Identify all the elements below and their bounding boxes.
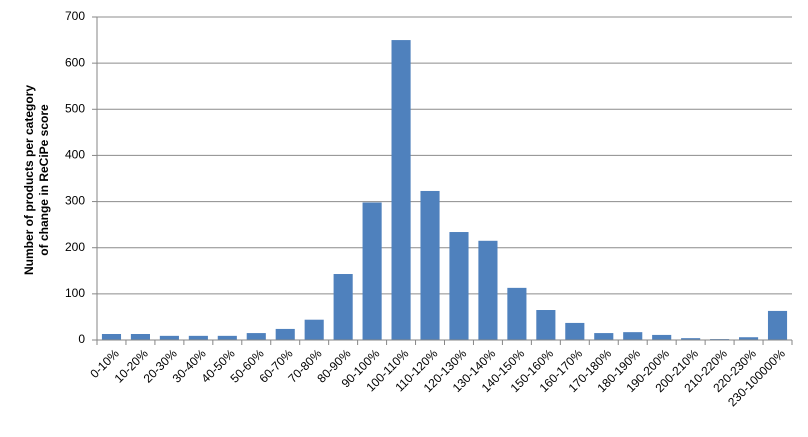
bar — [536, 310, 556, 340]
bar — [362, 202, 382, 340]
y-tick-label: 400 — [65, 148, 85, 162]
bar — [333, 274, 353, 340]
bar — [188, 335, 208, 340]
bar — [565, 322, 585, 340]
bar — [159, 335, 179, 340]
y-tick-label: 0 — [78, 332, 85, 346]
y-label-group: of change in ReCiPe score — [37, 104, 51, 256]
bar — [217, 335, 237, 340]
bar — [304, 319, 324, 340]
y-label-group: Number of products per category — [22, 85, 36, 275]
bar — [275, 328, 295, 340]
bar — [594, 333, 614, 340]
y-axis-label: Number of products per category — [22, 85, 36, 275]
y-tick-label: 100 — [65, 286, 85, 300]
bar — [246, 333, 266, 340]
bar — [739, 337, 759, 340]
y-axis-label: of change in ReCiPe score — [37, 104, 51, 256]
y-tick-label: 600 — [65, 55, 85, 69]
bar — [420, 190, 440, 340]
bar — [623, 332, 643, 340]
y-tick-label: 200 — [65, 240, 85, 254]
y-tick-label: 700 — [65, 9, 85, 23]
bar — [449, 232, 469, 340]
bar — [681, 338, 701, 340]
bar — [767, 310, 788, 340]
bar — [101, 334, 122, 340]
bar — [652, 334, 672, 340]
bar — [507, 287, 527, 340]
bar — [478, 240, 498, 340]
bar — [130, 334, 150, 340]
y-tick-label: 300 — [65, 194, 85, 208]
bar — [391, 40, 411, 340]
y-tick-label: 500 — [65, 101, 85, 115]
